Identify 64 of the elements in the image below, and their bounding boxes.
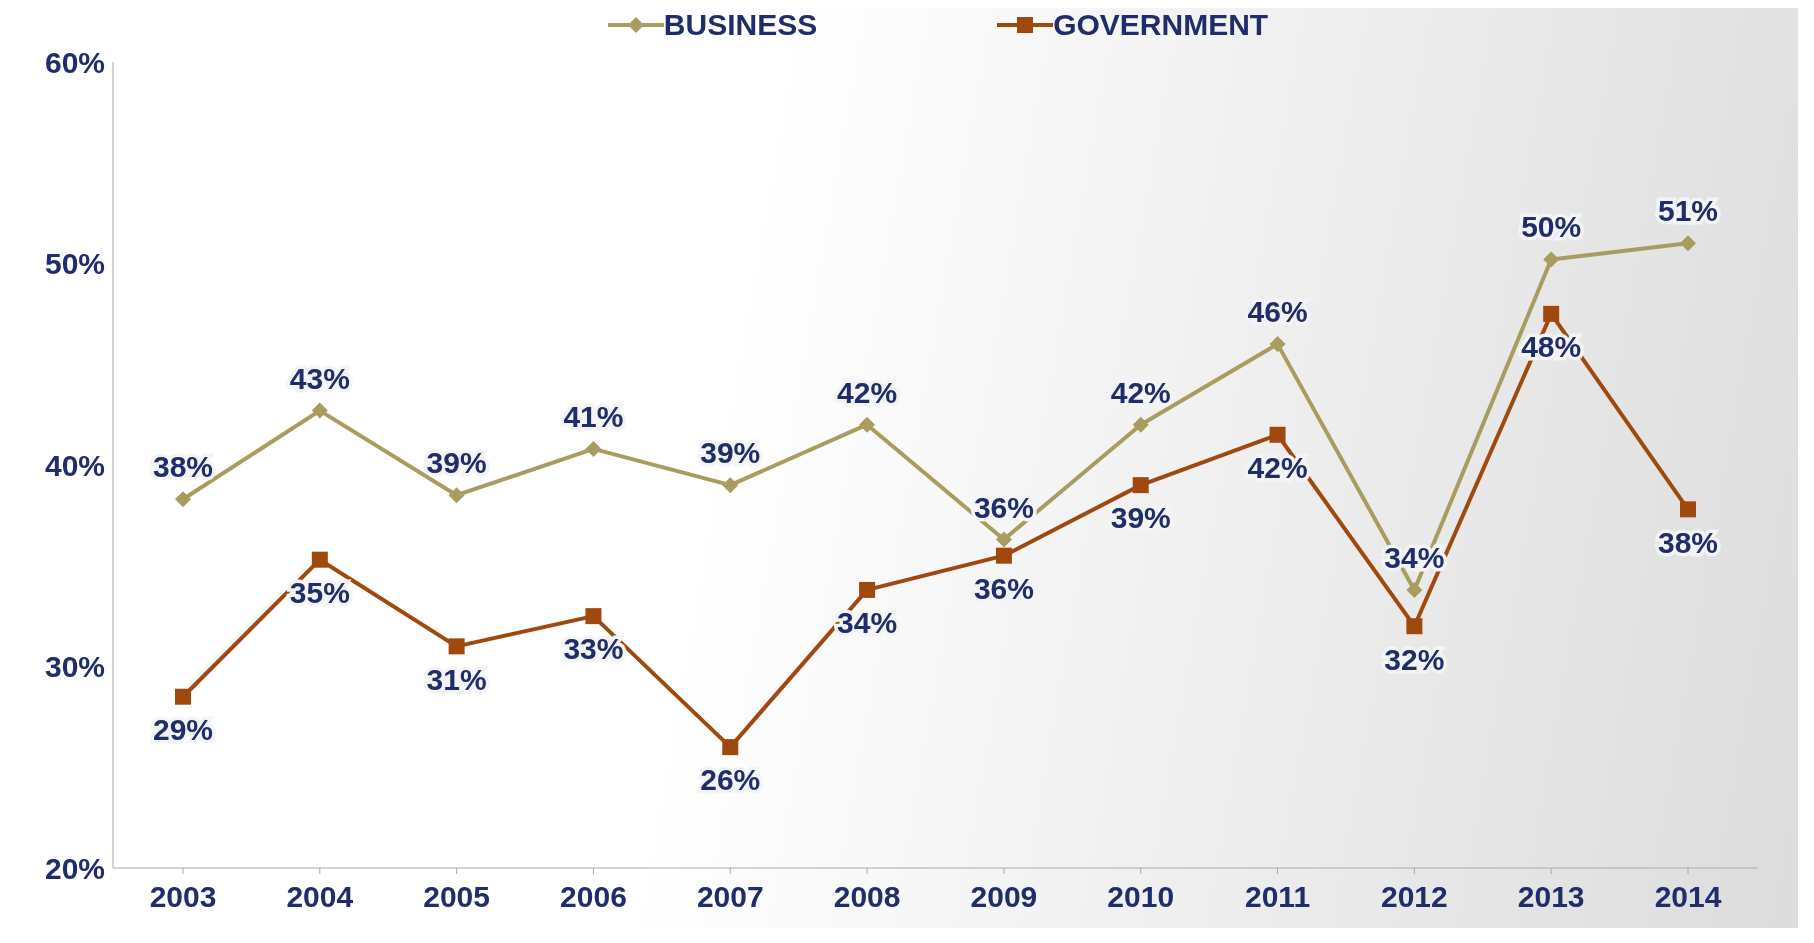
point [175,491,191,508]
x-tick-label: 2011 [1245,880,1311,914]
point [995,531,1012,548]
point [1680,501,1696,518]
x-tick-label: 2003 [149,880,217,914]
point [995,547,1012,564]
data-label: 51% [1657,194,1719,228]
x-tick-label: 2006 [560,880,627,914]
y-tick-label: 20% [44,851,105,885]
legend-label: BUSINESS [663,8,818,42]
data-label: 31% [426,662,487,696]
data-label: 42% [1110,375,1171,409]
point [585,608,602,625]
point [1132,477,1149,494]
data-label: 29% [152,713,214,747]
point [1543,305,1560,322]
point [1543,251,1560,268]
x-tick-label: 2007 [696,880,764,914]
legend-label: GOVERNMENT [1053,8,1269,42]
point [722,739,739,756]
data-label: 46% [1247,295,1308,329]
y-tick-label: 60% [44,45,105,79]
y-tick-label: 30% [44,650,105,684]
y-tick-label: 50% [44,247,105,281]
data-label: 33% [563,632,624,666]
data-label: 42% [837,375,898,409]
data-label: 39% [700,436,761,470]
point [585,440,602,457]
data-label: 50% [1521,210,1582,244]
data-label: 34% [837,606,898,640]
point [1269,336,1286,353]
data-label: 39% [426,446,487,480]
point [1406,618,1423,635]
x-tick-label: 2012 [1380,880,1448,914]
data-label: 38% [1657,525,1719,559]
point [448,638,465,655]
data-label: 36% [973,571,1034,605]
point [859,416,876,433]
point [1132,416,1149,433]
y-tick-label: 40% [44,448,105,482]
data-label: 36% [973,490,1034,524]
x-tick-label: 2014 [1654,880,1722,914]
data-label: 26% [700,763,761,797]
point [175,688,191,705]
data-label: 43% [289,361,350,395]
point [859,581,876,598]
x-tick-label: 2013 [1517,880,1585,914]
data-label: 32% [1384,642,1445,676]
x-tick-label: 2004 [286,880,354,914]
point [1406,581,1423,598]
point [1680,235,1696,252]
x-tick-label: 2009 [970,880,1038,914]
data-label: 39% [1110,501,1171,535]
data-label: 35% [289,576,350,610]
x-tick-label: 2005 [423,880,491,914]
point [311,402,328,419]
point [722,477,739,494]
x-tick-label: 2008 [833,880,901,914]
data-label: 41% [563,399,624,433]
point [1269,426,1286,443]
point [311,551,328,568]
point [448,487,465,504]
x-tick-label: 2010 [1107,880,1175,914]
data-label: 38% [152,450,214,484]
